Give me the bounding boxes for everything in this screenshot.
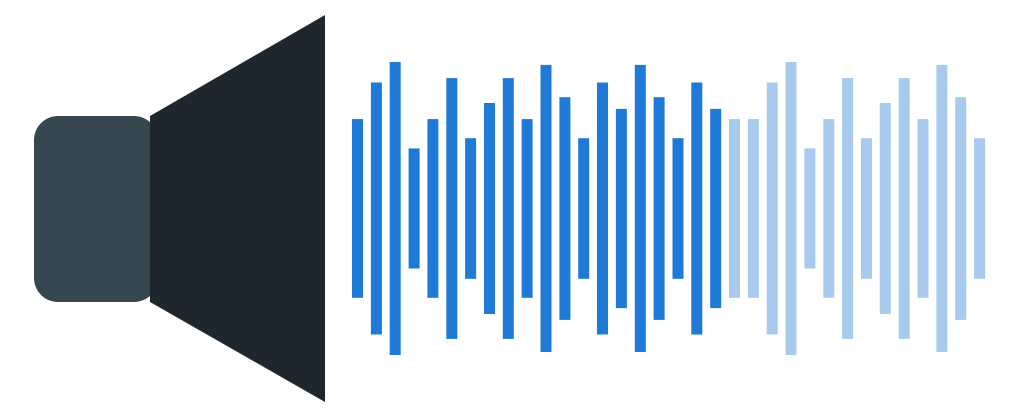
waveform-bar-inactive: [729, 119, 740, 298]
waveform-bar-inactive: [879, 103, 891, 314]
waveform-bar-inactive: [917, 119, 929, 298]
waveform-bar-inactive: [842, 78, 854, 339]
waveform-bar-inactive: [785, 62, 797, 355]
waveform-bar-inactive: [936, 64, 948, 353]
waveform-bar-inactive: [766, 82, 778, 335]
waveform-bar-inactive: [823, 119, 835, 298]
waveform-bar-active: [578, 138, 590, 279]
waveform-bar-active: [559, 97, 571, 320]
waveform-bar-active: [710, 108, 722, 309]
waveform-bar-active: [446, 78, 458, 339]
waveform-bar-active: [672, 138, 684, 279]
waveform-bar-inactive: [804, 148, 816, 269]
waveform-bar-active: [370, 82, 382, 335]
waveform-bar-inactive: [955, 97, 967, 320]
waveform-bar-active: [634, 64, 646, 353]
waveform-bar-active: [691, 82, 703, 335]
waveform-bar-active: [615, 108, 627, 309]
speaker-cone: [150, 15, 325, 402]
waveform-bar-active: [465, 138, 477, 279]
waveform-bar-active: [408, 148, 420, 269]
waveform-bar-inactive: [898, 78, 910, 339]
sound-waveform: [352, 62, 986, 355]
waveform-bar-active: [484, 103, 495, 314]
waveform-bar-active: [653, 97, 665, 320]
waveform-bar-inactive: [747, 119, 759, 298]
speaker-box: [34, 116, 158, 302]
waveform-bar-inactive: [974, 138, 986, 279]
waveform-bar-active: [502, 78, 514, 339]
waveform-bar-inactive: [861, 138, 872, 279]
waveform-bar-active: [521, 119, 533, 298]
waveform-bar-active: [427, 119, 439, 298]
waveform-bar-active: [597, 82, 608, 335]
waveform-bar-active: [540, 64, 552, 353]
waveform-bar-active: [389, 62, 401, 355]
waveform-bar-active: [352, 119, 363, 298]
